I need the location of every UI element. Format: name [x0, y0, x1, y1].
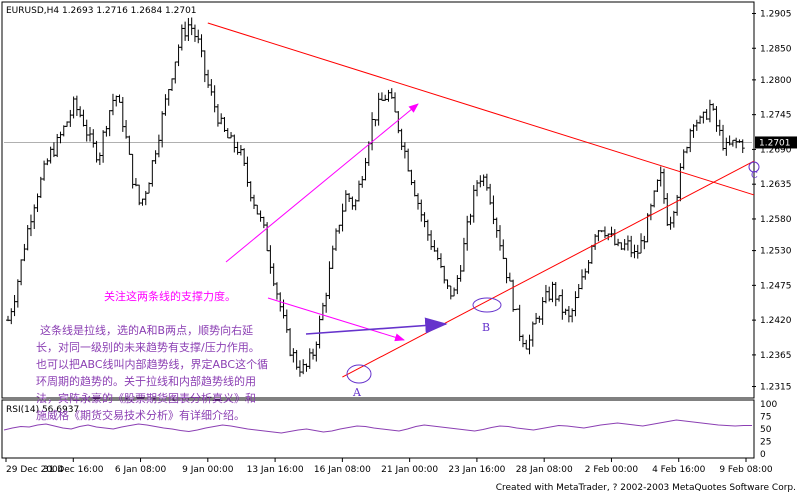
point-c-label: C [751, 171, 758, 181]
trendline-resistance [207, 22, 755, 196]
rsi-series [3, 419, 752, 434]
rsi-tick-label: 0 [760, 450, 766, 460]
time-tick-label: 6 Jan 08:00 [115, 465, 167, 475]
price-tick-label: 1.2580 [760, 215, 792, 225]
annotation-note-top: 关注这两条线的支撑力度。 [104, 289, 236, 303]
point-a-label: A [352, 386, 362, 399]
point-b-label: B [482, 321, 490, 334]
annotation-line: 施威格《期货交易技术分析》有详细介绍。 [36, 408, 245, 422]
time-tick-label: 28 Jan 08:00 [516, 465, 573, 475]
point-b-marker [472, 297, 502, 313]
rsi-axis: 100 75 50 25 0 [760, 400, 777, 460]
current-price-tag: 1.2701 [755, 136, 797, 149]
price-tick-label: 1.2420 [760, 316, 792, 326]
price-panel-frame [1, 1, 755, 399]
price-tick-label: 1.2905 [760, 9, 792, 19]
point-a-marker [346, 364, 372, 384]
price-tick-label: 1.2475 [760, 281, 792, 291]
current-price-label: 1.2701 [759, 138, 791, 148]
rsi-tick-label: 75 [760, 413, 771, 423]
rsi-panel-frame [1, 399, 755, 459]
price-tick-label: 1.2850 [760, 44, 792, 54]
pointer-arrow-blue [305, 317, 448, 335]
time-tick-label: 21 Jan 00:00 [381, 465, 438, 475]
candlestick-series [6, 17, 745, 377]
annotation-line: 长，对同一级别的未来趋势有支撑/压力作用。 [36, 340, 260, 354]
annotation-line: 环周期的趋势的。关于拉线和内部趋势线的用 [36, 374, 256, 388]
time-tick-label: 4 Feb 16:00 [652, 465, 706, 475]
price-tick-label: 1.2635 [760, 180, 792, 190]
rsi-line [3, 419, 752, 434]
time-tick-label: 16 Jan 08:00 [314, 465, 371, 475]
trendlines [207, 22, 755, 378]
price-tick-label: 1.2365 [760, 351, 792, 361]
rsi-tick-label: 100 [760, 400, 777, 410]
rsi-tick-label: 25 [760, 438, 771, 448]
rsi-tick-label: 50 [760, 425, 772, 435]
symbol-header: EURUSD,H4 1.2693 1.2716 1.2684 1.2701 [6, 6, 197, 16]
point-c-marker [748, 161, 760, 173]
annotation-line: 这条线是拉线，选的A和B两点，顺势向右延 [40, 323, 253, 337]
pointer-arrow-lower [267, 297, 405, 342]
time-tick-label: 13 Jan 16:00 [247, 465, 304, 475]
price-tick-label: 1.2800 [760, 76, 792, 86]
rsi-label: RSI(14) 56.6937 [6, 405, 79, 415]
trendline-support [342, 160, 755, 378]
time-tick-label: 29 Dec 2004 [6, 465, 64, 475]
price-tick-label: 1.2745 [760, 111, 792, 121]
annotation-line: 法，宾阵永豪的《股票期货图表分析真义》和 [36, 391, 256, 405]
time-tick-label: 31 Dec 16:00 [43, 465, 104, 475]
time-tick-label: 9 Feb 08:00 [719, 465, 773, 475]
annotation-note-body: 这条线是拉线，选的A和B两点，顺势向右延 长，对同一级别的未来趋势有支撑/压力作… [36, 323, 268, 422]
price-tick-label: 1.2315 [760, 383, 792, 393]
price-axis: 1.2905 1.2850 1.2800 1.2745 1.2690 1.2635 1.25… [752, 9, 792, 393]
footer-credit: Created with MetaTrader, ? 2002-2003 Met… [496, 483, 796, 493]
price-tick-label: 1.2690 [760, 145, 792, 155]
annotation-line: 也可以把ABC线叫内部趋势线，界定ABC这个循 [36, 357, 268, 371]
time-tick-label: 9 Jan 00:00 [182, 465, 234, 475]
uptrend-arrow [225, 103, 419, 263]
time-tick-label: 2 Feb 00:00 [585, 465, 639, 475]
price-tick-label: 1.2530 [760, 247, 792, 257]
time-tick-label: 23 Jan 16:00 [448, 465, 505, 475]
